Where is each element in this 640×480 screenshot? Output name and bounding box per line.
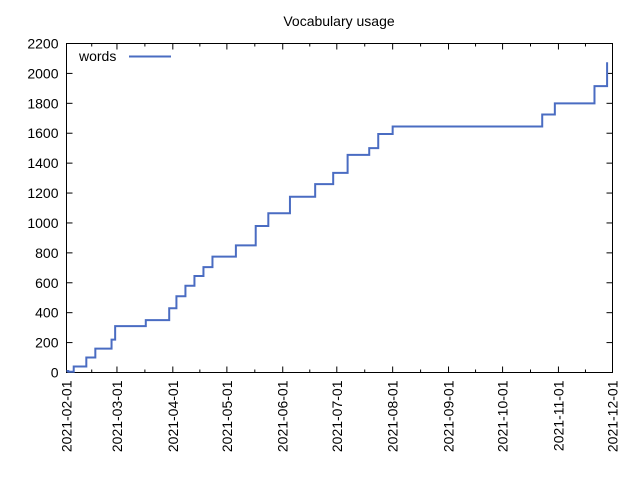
x-tick-label: 2021-07-01 [329,380,345,452]
plot-frame [66,43,613,373]
x-tick-label: 2021-12-01 [605,380,621,452]
series-layer [66,62,609,373]
chart-title: Vocabulary usage [283,13,395,29]
x-axis: 2021-02-01 2021-03-01 2021-04-01 2021-05-01… [59,43,621,452]
y-tick-label: 0 [51,365,59,381]
x-tick-label: 2021-08-01 [385,380,401,452]
x-tick-label: 2021-06-01 [275,380,291,452]
y-tick-label: 2000 [27,65,58,81]
y-axis: 0 200 400 600 800 1000 1200 1400 1600 1800 2000 220… [27,36,613,381]
y-tick-label: 1400 [27,155,58,171]
y-tick-label: 800 [35,245,59,261]
y-tick-label: 1200 [27,185,58,201]
x-tick-label: 2021-11-01 [550,380,566,451]
legend-label-words: words [78,48,116,64]
y-tick-label: 1600 [27,125,58,141]
x-tick-label: 2021-03-01 [109,380,125,452]
x-tick-label: 2021-10-01 [495,380,511,452]
y-tick-label: 1800 [27,95,58,111]
x-tick-label: 2021-02-01 [59,380,75,452]
y-tick-label: 2200 [27,36,58,52]
series-line-words [66,62,609,373]
y-tick-label: 600 [35,275,59,291]
y-tick-label: 400 [35,305,59,321]
legend: words [78,48,171,64]
y-tick-label: 1000 [27,215,58,231]
x-tick-label: 2021-09-01 [441,380,457,452]
x-tick-label: 2021-05-01 [219,380,235,452]
y-tick-label: 200 [35,335,59,351]
x-tick-label: 2021-04-01 [165,380,181,452]
